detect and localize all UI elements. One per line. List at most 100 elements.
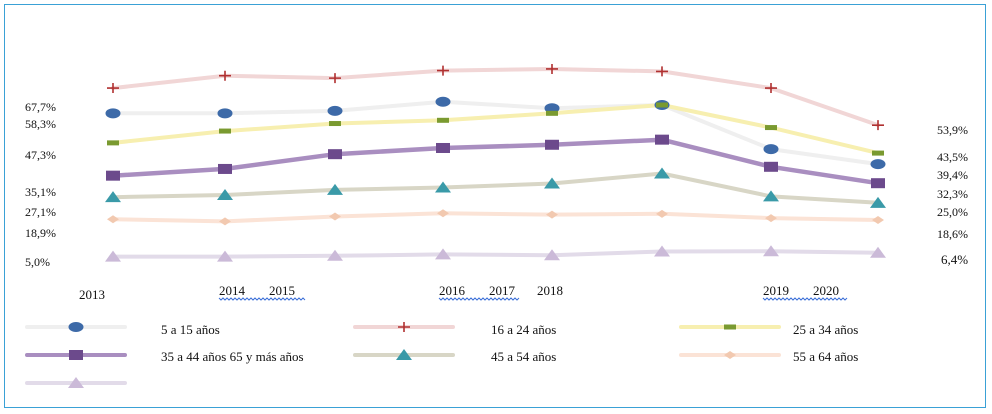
data-point bbox=[436, 142, 450, 153]
right-value-labels: 53,9% 43,5% 39,4% 32,3% 25,0% 18,6% 6,4% bbox=[937, 123, 968, 267]
data-point bbox=[218, 163, 232, 174]
left-label: 47,3% bbox=[25, 148, 56, 162]
data-point bbox=[545, 139, 559, 150]
data-point bbox=[544, 103, 560, 114]
data-point bbox=[327, 249, 343, 261]
data-point bbox=[544, 249, 560, 261]
data-point bbox=[546, 110, 558, 116]
legend-swatch-marker bbox=[724, 351, 736, 359]
left-label: 5,0% bbox=[25, 255, 50, 269]
legend-swatch-marker bbox=[396, 349, 412, 360]
x-tick-label: 2016 bbox=[439, 283, 466, 298]
left-label: 18,9% bbox=[25, 226, 56, 240]
data-point bbox=[872, 150, 884, 156]
right-label: 6,4% bbox=[941, 252, 968, 267]
right-label: 43,5% bbox=[937, 150, 968, 164]
legend-swatch-marker bbox=[724, 324, 736, 330]
data-point bbox=[763, 245, 779, 257]
data-point bbox=[656, 209, 668, 218]
spellcheck-underline bbox=[218, 297, 306, 301]
legend: 5 a 15 años 16 a 24 años 25 a 34 años 35… bbox=[25, 322, 858, 388]
data-point bbox=[107, 140, 119, 146]
data-point bbox=[656, 66, 668, 77]
data-point bbox=[107, 83, 119, 94]
legend-swatch-marker bbox=[398, 322, 410, 332]
data-point bbox=[327, 183, 343, 195]
right-label: 18,6% bbox=[937, 227, 968, 241]
legend-swatch-marker bbox=[69, 350, 83, 360]
spellcheck-underline bbox=[762, 297, 848, 301]
data-point bbox=[763, 190, 779, 202]
data-point bbox=[655, 134, 669, 145]
left-label: 58,3% bbox=[25, 117, 56, 131]
data-point bbox=[329, 73, 341, 84]
data-point bbox=[871, 178, 885, 189]
series-markers bbox=[105, 63, 886, 262]
data-point bbox=[435, 181, 451, 193]
data-point bbox=[763, 144, 779, 155]
data-point bbox=[217, 189, 233, 201]
x-tick-label: 2020 bbox=[813, 283, 839, 298]
line-chart: 67,7% 58,3% 47,3% 35,1% 27,1% 18,9% 5,0%… bbox=[25, 63, 968, 388]
data-point bbox=[435, 248, 451, 260]
chart-frame: 67,7% 58,3% 47,3% 35,1% 27,1% 18,9% 5,0%… bbox=[4, 4, 986, 408]
series-line bbox=[111, 103, 880, 156]
x-tick-label: 2017 bbox=[489, 283, 516, 298]
data-point bbox=[217, 108, 233, 119]
series-line bbox=[111, 249, 880, 259]
data-point bbox=[219, 217, 231, 226]
spellcheck-underline bbox=[438, 297, 520, 301]
series-line bbox=[111, 99, 880, 167]
data-point bbox=[106, 170, 120, 181]
legend-label: 45 a 54 años bbox=[491, 349, 556, 364]
data-point bbox=[546, 210, 558, 219]
data-point bbox=[435, 96, 451, 107]
data-point bbox=[654, 167, 670, 179]
x-tick-label: 2018 bbox=[537, 283, 563, 298]
legend-label: 5 a 15 años bbox=[161, 322, 220, 337]
x-tick-label: 2014 bbox=[219, 283, 246, 298]
series-line bbox=[111, 171, 880, 205]
data-point bbox=[546, 63, 558, 74]
data-point bbox=[870, 196, 886, 208]
data-point bbox=[872, 216, 884, 225]
series-lines bbox=[110, 67, 881, 259]
data-point bbox=[329, 121, 341, 127]
legend-label: 16 a 24 años bbox=[491, 322, 556, 337]
left-label: 35,1% bbox=[25, 185, 56, 199]
data-point bbox=[764, 161, 778, 172]
data-point bbox=[872, 120, 884, 131]
data-point bbox=[327, 105, 343, 116]
left-label: 27,1% bbox=[25, 205, 56, 219]
x-tick-label: 2019 bbox=[763, 283, 789, 298]
left-value-labels: 67,7% 58,3% 47,3% 35,1% 27,1% 18,9% 5,0% bbox=[25, 100, 56, 269]
data-point bbox=[870, 246, 886, 258]
right-label: 53,9% bbox=[937, 123, 968, 137]
data-point bbox=[105, 191, 121, 203]
data-point bbox=[437, 209, 449, 218]
data-point bbox=[765, 125, 777, 131]
legend-swatch-marker bbox=[68, 377, 84, 388]
series-line bbox=[111, 67, 880, 128]
legend-label: 25 a 34 años bbox=[793, 322, 858, 337]
data-point bbox=[656, 102, 668, 108]
data-point bbox=[654, 245, 670, 257]
x-tick-label: 2015 bbox=[269, 283, 295, 298]
legend-label: 35 a 44 años 65 y más años bbox=[161, 349, 304, 364]
data-point bbox=[219, 70, 231, 81]
data-point bbox=[544, 177, 560, 189]
data-point bbox=[105, 250, 121, 262]
x-tick-label: 2013 bbox=[79, 287, 105, 302]
series-line bbox=[111, 211, 880, 224]
data-point bbox=[437, 117, 449, 123]
data-point bbox=[105, 108, 121, 119]
x-axis-ticks: 2013 2014 2015 2016 2017 2018 2019 2020 bbox=[79, 283, 848, 302]
right-label: 39,4% bbox=[937, 168, 968, 182]
data-point bbox=[765, 214, 777, 223]
data-point bbox=[437, 65, 449, 76]
data-point bbox=[219, 128, 231, 134]
data-point bbox=[328, 149, 342, 160]
data-point bbox=[329, 212, 341, 221]
legend-swatch-marker bbox=[68, 322, 84, 332]
data-point bbox=[870, 159, 886, 170]
